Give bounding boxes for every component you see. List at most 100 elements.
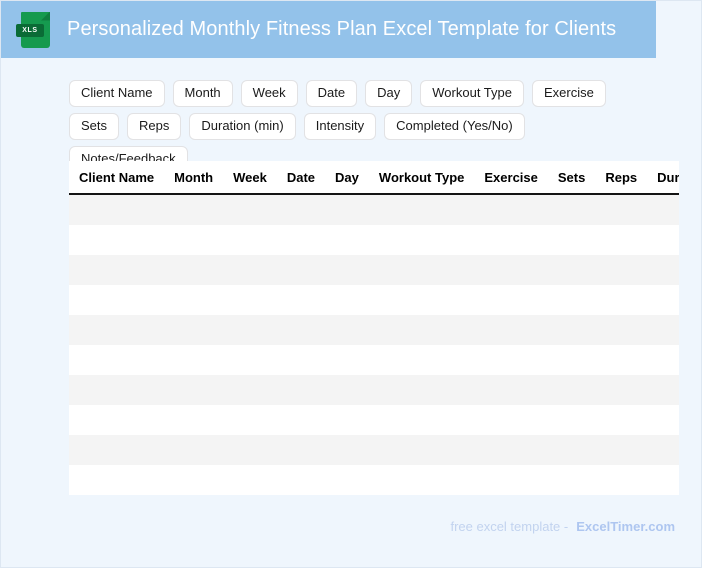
- table-column-header[interactable]: Exercise: [474, 161, 548, 195]
- table-cell[interactable]: [223, 194, 277, 225]
- table-row[interactable]: [69, 435, 679, 465]
- table-cell[interactable]: [547, 225, 596, 255]
- table-cell[interactable]: [164, 435, 224, 465]
- table-cell[interactable]: [223, 285, 277, 315]
- table-cell[interactable]: [69, 285, 165, 315]
- footer-brand-link[interactable]: ExcelTimer.com: [576, 519, 675, 534]
- table-cell[interactable]: [69, 315, 165, 345]
- table-row[interactable]: [69, 405, 679, 435]
- table-cell[interactable]: [368, 225, 475, 255]
- table-cell[interactable]: [474, 315, 548, 345]
- table-cell[interactable]: [547, 375, 596, 405]
- table-column-header[interactable]: Sets: [547, 161, 596, 195]
- table-cell[interactable]: [223, 465, 277, 495]
- table-row[interactable]: [69, 255, 679, 285]
- table-cell[interactable]: [368, 315, 475, 345]
- table-cell[interactable]: [276, 194, 326, 225]
- table-cell[interactable]: [325, 375, 369, 405]
- table-cell[interactable]: [474, 345, 548, 375]
- table-cell[interactable]: [474, 435, 548, 465]
- table-cell[interactable]: [368, 375, 475, 405]
- column-chip[interactable]: Day: [365, 80, 413, 107]
- column-chip[interactable]: Sets: [69, 113, 120, 140]
- table-cell[interactable]: [325, 465, 369, 495]
- table-cell[interactable]: [595, 285, 648, 315]
- table-cell[interactable]: [647, 465, 679, 495]
- table-cell[interactable]: [69, 465, 165, 495]
- table-column-header[interactable]: Reps: [595, 161, 648, 195]
- column-chip[interactable]: Date: [305, 80, 358, 107]
- table-cell[interactable]: [276, 405, 326, 435]
- table-row[interactable]: [69, 194, 679, 225]
- table-cell[interactable]: [223, 345, 277, 375]
- table-column-header[interactable]: Month: [164, 161, 224, 195]
- table-cell[interactable]: [647, 194, 679, 225]
- table-cell[interactable]: [474, 194, 548, 225]
- table-cell[interactable]: [595, 375, 648, 405]
- table-cell[interactable]: [547, 435, 596, 465]
- table-cell[interactable]: [276, 375, 326, 405]
- table-cell[interactable]: [647, 405, 679, 435]
- table-row[interactable]: [69, 285, 679, 315]
- table-cell[interactable]: [647, 225, 679, 255]
- column-chip[interactable]: Exercise: [532, 80, 606, 107]
- table-cell[interactable]: [647, 315, 679, 345]
- table-column-header[interactable]: Workout Type: [368, 161, 475, 195]
- spreadsheet-scroll-area[interactable]: Client Name Month Week Date Day Workout Type E…: [69, 161, 679, 495]
- table-cell[interactable]: [69, 435, 165, 465]
- table-cell[interactable]: [474, 465, 548, 495]
- table-cell[interactable]: [647, 255, 679, 285]
- table-cell[interactable]: [368, 465, 475, 495]
- table-cell[interactable]: [164, 315, 224, 345]
- table-cell[interactable]: [276, 315, 326, 345]
- table-cell[interactable]: [595, 225, 648, 255]
- table-cell[interactable]: [325, 345, 369, 375]
- table-cell[interactable]: [223, 405, 277, 435]
- table-cell[interactable]: [164, 465, 224, 495]
- table-cell[interactable]: [547, 465, 596, 495]
- table-row[interactable]: [69, 315, 679, 345]
- table-cell[interactable]: [368, 345, 475, 375]
- table-row[interactable]: [69, 465, 679, 495]
- table-cell[interactable]: [325, 285, 369, 315]
- table-cell[interactable]: [164, 255, 224, 285]
- table-cell[interactable]: [595, 465, 648, 495]
- table-row[interactable]: [69, 345, 679, 375]
- table-cell[interactable]: [647, 435, 679, 465]
- table-cell[interactable]: [368, 255, 475, 285]
- table-cell[interactable]: [595, 255, 648, 285]
- column-chip[interactable]: Reps: [127, 113, 182, 140]
- table-row[interactable]: [69, 375, 679, 405]
- table-cell[interactable]: [595, 345, 648, 375]
- table-cell[interactable]: [325, 315, 369, 345]
- table-cell[interactable]: [69, 255, 165, 285]
- table-cell[interactable]: [276, 225, 326, 255]
- table-cell[interactable]: [595, 315, 648, 345]
- table-cell[interactable]: [276, 435, 326, 465]
- table-cell[interactable]: [647, 285, 679, 315]
- table-cell[interactable]: [474, 375, 548, 405]
- table-cell[interactable]: [474, 255, 548, 285]
- table-cell[interactable]: [164, 375, 224, 405]
- table-cell[interactable]: [69, 345, 165, 375]
- table-cell[interactable]: [368, 435, 475, 465]
- table-cell[interactable]: [647, 345, 679, 375]
- table-cell[interactable]: [325, 194, 369, 225]
- table-cell[interactable]: [276, 345, 326, 375]
- column-chip[interactable]: Month: [172, 80, 233, 107]
- table-column-header[interactable]: Client Name: [69, 161, 165, 195]
- table-cell[interactable]: [164, 194, 224, 225]
- table-cell[interactable]: [69, 375, 165, 405]
- table-cell[interactable]: [69, 194, 165, 225]
- table-column-header[interactable]: Date: [276, 161, 326, 195]
- table-cell[interactable]: [595, 194, 648, 225]
- table-cell[interactable]: [474, 405, 548, 435]
- column-chip[interactable]: Workout Type: [420, 80, 524, 107]
- table-cell[interactable]: [547, 345, 596, 375]
- table-cell[interactable]: [368, 194, 475, 225]
- table-cell[interactable]: [368, 285, 475, 315]
- table-cell[interactable]: [69, 225, 165, 255]
- table-cell[interactable]: [595, 435, 648, 465]
- table-cell[interactable]: [547, 194, 596, 225]
- table-cell[interactable]: [474, 285, 548, 315]
